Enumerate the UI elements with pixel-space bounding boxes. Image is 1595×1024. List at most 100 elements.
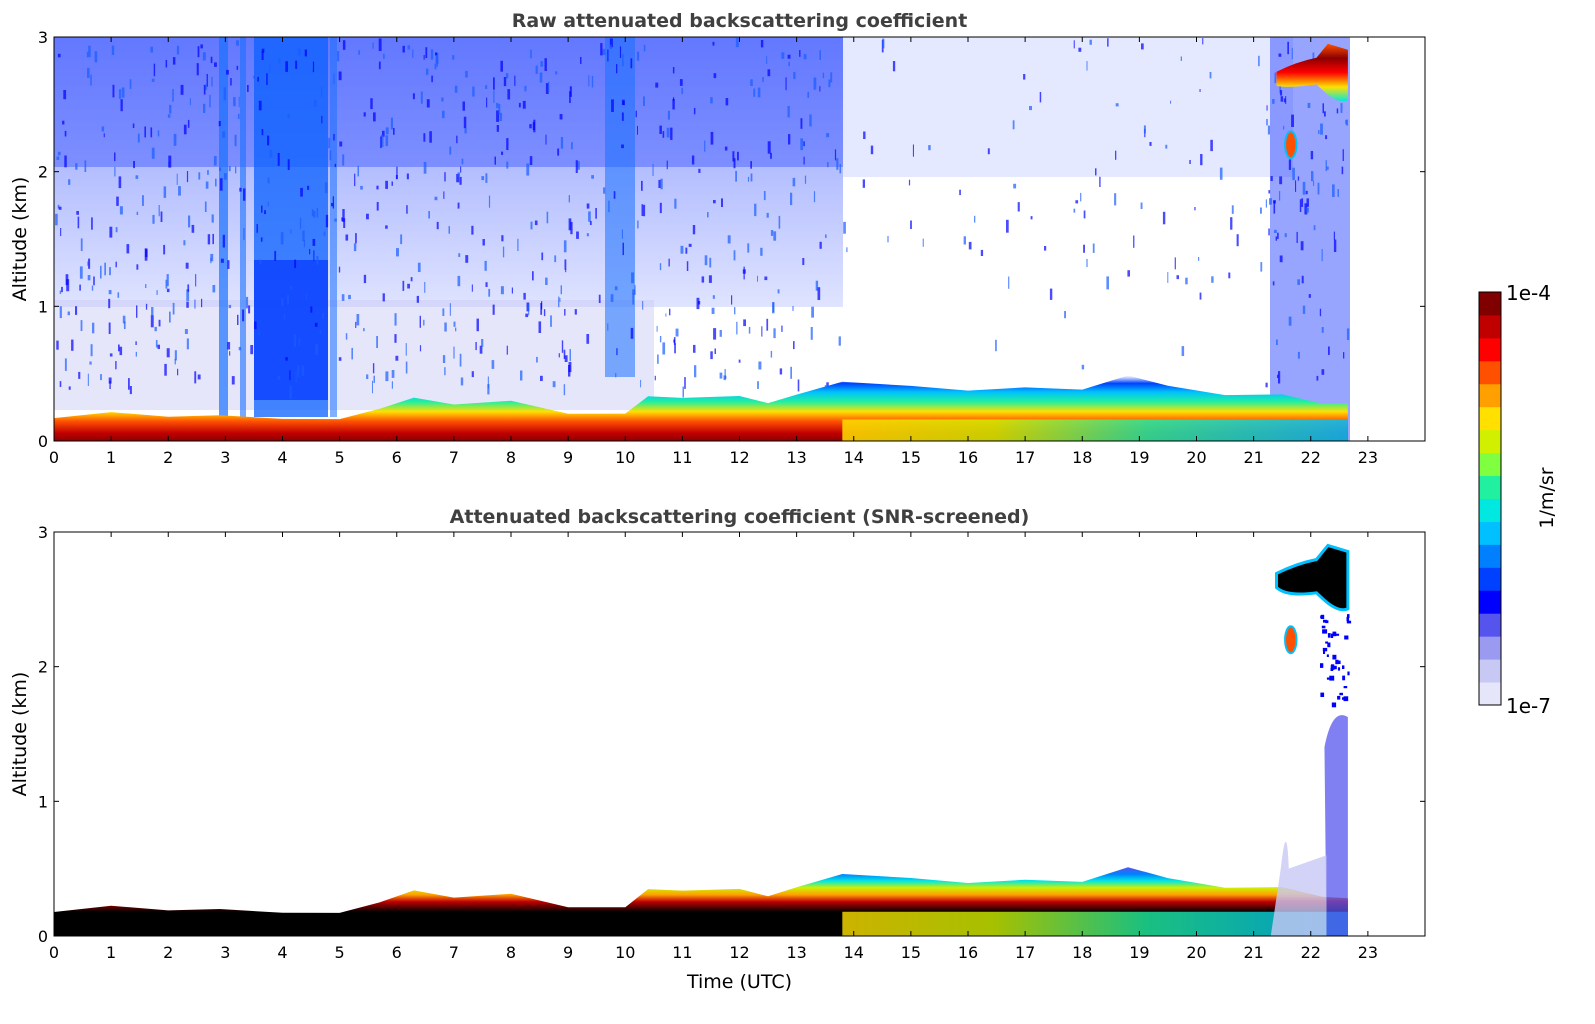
x-tick-label: 6 (392, 943, 402, 962)
noise-speckle (506, 345, 508, 355)
noise-speckle (186, 301, 189, 308)
noise-speckle (169, 311, 171, 323)
noise-speckle (1273, 200, 1276, 214)
noise-speckle (602, 48, 606, 55)
noise-speckle (571, 142, 573, 150)
noise-speckle (1008, 276, 1010, 289)
noise-speckle (662, 342, 666, 355)
noise-speckle (442, 308, 445, 316)
noise-speckle (1023, 74, 1026, 80)
panel1-small-cloud (1284, 130, 1298, 160)
noise-speckle (167, 114, 171, 118)
noise-speckle (151, 147, 155, 159)
noise-speckle (1167, 272, 1169, 283)
noise-speckle (156, 290, 158, 295)
colorbar-cell (1479, 360, 1501, 385)
noise-speckle (322, 312, 325, 319)
noise-speckle (974, 215, 976, 223)
noise-speckle (145, 303, 148, 310)
noise-speckle (348, 294, 351, 300)
noise-speckle (92, 322, 95, 334)
noise-speckle (289, 386, 292, 399)
noise-speckle (238, 346, 242, 351)
colorbar-cells (1479, 292, 1501, 706)
noise-speckle (1260, 262, 1263, 272)
noise-speckle (169, 104, 172, 114)
noise-speckle (500, 60, 503, 72)
noise-speckle (313, 210, 316, 218)
noise-speckle (685, 247, 688, 254)
noise-speckle (1325, 641, 1328, 644)
noise-speckle (779, 368, 783, 375)
noise-speckle (393, 128, 395, 135)
noise-speckle (758, 361, 762, 370)
x-tick-label: 6 (392, 448, 402, 467)
noise-speckle (713, 328, 717, 340)
noise-speckle (569, 349, 571, 361)
noise-speckle (315, 344, 319, 355)
noise-speckle (731, 295, 733, 305)
noise-speckle (132, 123, 135, 128)
noise-speckle (142, 195, 144, 206)
noise-speckle (461, 158, 464, 165)
noise-speckle (380, 136, 382, 149)
noise-speckle (679, 79, 683, 86)
noise-speckle (460, 166, 462, 173)
x-tick-label: 12 (729, 943, 749, 962)
x-tick-label: 20 (1186, 448, 1206, 467)
noise-speckle (172, 57, 176, 65)
noise-speckle (236, 40, 239, 46)
noise-speckle (100, 374, 102, 381)
noise-speckle (163, 244, 166, 255)
noise-speckle (378, 38, 382, 51)
noise-speckle (675, 328, 679, 337)
noise-speckle (86, 51, 89, 58)
noise-speckle (426, 68, 429, 75)
x-tick-label: 20 (1186, 943, 1206, 962)
noise-speckle (1332, 184, 1335, 197)
noise-speckle (980, 249, 984, 256)
noise-speckle (126, 244, 130, 254)
noise-speckle (1322, 647, 1328, 652)
noise-speckle (1140, 202, 1143, 209)
noise-speckle (603, 187, 606, 194)
noise-speckle (1107, 38, 1109, 47)
noise-speckle (1292, 167, 1295, 181)
noise-speckle (736, 321, 738, 335)
noise-speckle (334, 218, 337, 222)
noise-speckle (406, 205, 408, 214)
noise-speckle (1078, 47, 1082, 52)
noise-speckle (773, 231, 777, 241)
noise-speckle (1266, 119, 1268, 126)
panel1-stripe-b (240, 37, 246, 417)
noise-speckle (1304, 203, 1308, 215)
noise-speckle (828, 79, 831, 88)
noise-speckle (1267, 125, 1270, 135)
noise-speckle (385, 371, 389, 382)
panel1-heatmap (54, 37, 1350, 441)
noise-speckle (200, 44, 203, 49)
noise-speckle (233, 97, 236, 107)
noise-speckle (68, 386, 71, 390)
panel2-heatmap (54, 543, 1352, 936)
noise-speckle (501, 151, 504, 155)
panel1-y-axis: 0 1 2 3 (38, 28, 1425, 451)
noise-speckle (93, 276, 95, 286)
noise-speckle (640, 379, 642, 388)
noise-speckle (817, 287, 821, 300)
colorbar-cell (1479, 429, 1501, 454)
x-tick-label: 9 (563, 943, 573, 962)
noise-speckle (621, 229, 623, 239)
noise-speckle (417, 262, 421, 272)
noise-speckle (435, 52, 438, 56)
x-tick-label: 22 (1301, 448, 1321, 467)
noise-speckle (84, 160, 87, 172)
noise-speckle (236, 65, 239, 70)
noise-speckle (314, 322, 318, 327)
noise-speckle (558, 353, 560, 358)
noise-speckle (482, 239, 485, 246)
noise-speckle (108, 377, 112, 384)
noise-speckle (1317, 182, 1320, 195)
noise-speckle (258, 100, 262, 111)
colorbar-cell (1479, 659, 1501, 683)
